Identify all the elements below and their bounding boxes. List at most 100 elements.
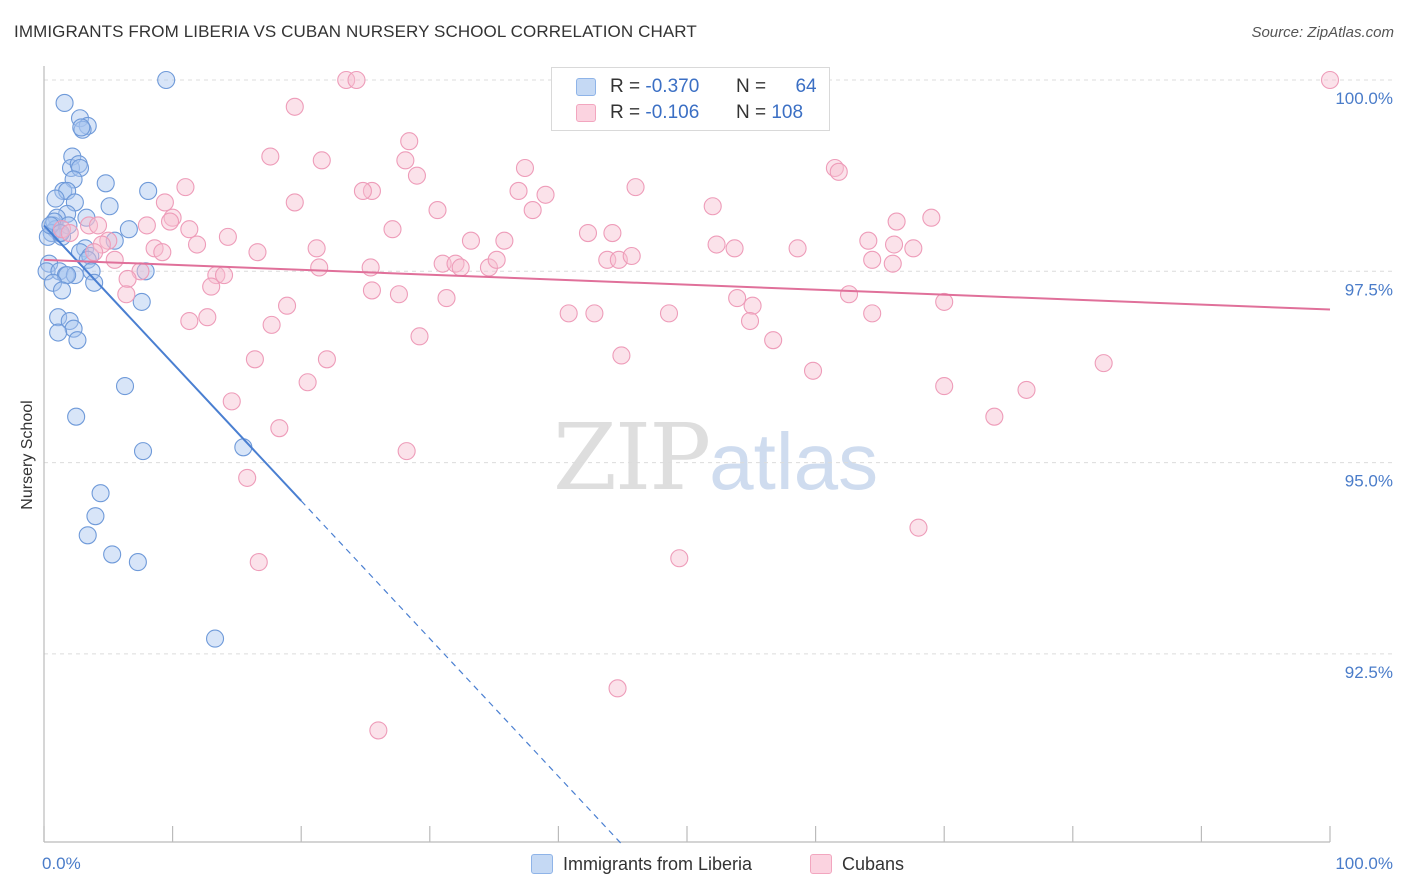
point-cubans-34	[578, 223, 598, 243]
legend-swatch-liberia	[576, 78, 596, 96]
point-cubans-97	[222, 392, 241, 411]
series-cubans-points	[52, 70, 1340, 740]
point-cubans-94	[298, 373, 317, 392]
point-cubans-51	[153, 243, 172, 262]
bottom-legend-liberia[interactable]: Immigrants from Liberia	[531, 851, 752, 877]
y-tick-label-1: 95.0%	[1345, 472, 1393, 491]
legend-r-label: R =	[610, 102, 641, 123]
point-liberia-54	[91, 484, 110, 503]
point-cubans-25	[887, 212, 906, 231]
point-cubans-10	[829, 162, 848, 181]
axes	[43, 66, 1331, 843]
zipatlas-watermark: ZIPatlas	[553, 404, 878, 511]
legend-swatch-cubans	[576, 104, 596, 122]
point-liberia-51	[67, 407, 86, 426]
legend-n-label: N =	[735, 76, 767, 97]
point-cubans-24	[160, 212, 180, 231]
point-cubans-93	[803, 361, 823, 380]
point-cubans-39	[461, 231, 481, 250]
point-cubans-47	[725, 239, 744, 258]
point-cubans-72	[362, 281, 381, 300]
legend-n-label: N =	[735, 102, 767, 123]
point-cubans-16	[626, 178, 645, 197]
legend-n-value: 64	[795, 76, 817, 97]
point-cubans-45	[307, 239, 326, 258]
x-tick-label-0: 0.0%	[42, 854, 81, 873]
point-cubans-21	[523, 201, 542, 220]
point-cubans-22	[703, 197, 722, 216]
point-liberia-11	[96, 174, 115, 193]
point-cubans-11	[407, 166, 426, 185]
point-cubans-84	[180, 311, 199, 331]
point-cubans-107	[451, 258, 470, 277]
point-cubans-68	[118, 269, 137, 289]
bottom-legend-swatch-cubans	[810, 854, 832, 874]
point-cubans-50	[884, 235, 904, 254]
legend-n-value: 108	[771, 102, 804, 123]
point-cubans-77	[839, 285, 859, 304]
bottom-legend-swatch-liberia	[531, 854, 553, 874]
point-liberia-9	[70, 158, 90, 178]
point-cubans-4	[400, 132, 419, 151]
point-liberia-50	[115, 377, 135, 396]
point-cubans-17	[536, 185, 555, 204]
bottom-legend-label-liberia: Immigrants from Liberia	[563, 853, 753, 874]
point-cubans-8	[515, 158, 535, 178]
point-cubans-104	[249, 553, 268, 572]
point-cubans-63	[863, 250, 882, 269]
trend-line-liberia-extension	[300, 500, 624, 846]
point-cubans-59	[487, 250, 506, 269]
point-cubans-41	[859, 231, 878, 250]
point-liberia-57	[103, 545, 122, 564]
point-cubans-85	[262, 315, 281, 334]
point-cubans-80	[585, 304, 604, 323]
point-cubans-91	[317, 350, 336, 369]
point-cubans-20	[428, 201, 447, 220]
point-cubans-35	[603, 223, 622, 243]
legend-r-value: -0.106	[645, 102, 700, 123]
point-liberia-1	[55, 93, 74, 113]
point-liberia-48	[49, 323, 68, 342]
point-cubans-102	[909, 518, 928, 537]
point-cubans-73	[278, 296, 297, 315]
point-cubans-14	[353, 181, 372, 201]
point-cubans-2	[1320, 70, 1340, 90]
point-liberia-43	[52, 281, 72, 300]
point-liberia-55	[86, 507, 105, 526]
point-cubans-5	[261, 147, 280, 166]
point-cubans-7	[396, 151, 415, 170]
point-cubans-36	[218, 227, 237, 246]
trend-line-cubans	[43, 258, 1331, 311]
point-cubans-48	[788, 239, 807, 258]
point-cubans-3	[285, 97, 304, 116]
point-cubans-88	[764, 331, 783, 350]
point-liberia-12	[54, 181, 73, 201]
point-liberia-44	[132, 292, 151, 311]
point-cubans-103	[670, 549, 689, 568]
legend-r-value: -0.370	[645, 76, 700, 97]
grid-lines	[44, 79, 1392, 655]
point-liberia-5	[72, 118, 91, 137]
point-liberia-39	[65, 266, 84, 285]
point-cubans-27	[383, 220, 402, 239]
point-cubans-76	[743, 296, 762, 315]
point-cubans-90	[245, 350, 264, 369]
point-cubans-81	[659, 304, 679, 323]
bottom-legend-cubans[interactable]: Cubans	[810, 851, 904, 877]
point-cubans-106	[369, 721, 388, 740]
point-cubans-15	[509, 181, 528, 201]
point-cubans-79	[559, 304, 578, 323]
point-liberia-17	[100, 197, 119, 216]
point-liberia-41	[85, 273, 104, 292]
point-cubans-64	[883, 254, 902, 273]
point-cubans-75	[728, 289, 747, 308]
point-cubans-86	[863, 304, 882, 323]
point-cubans-92	[1094, 354, 1113, 373]
point-liberia-47	[64, 319, 83, 338]
point-cubans-78	[935, 292, 954, 311]
point-cubans-58	[479, 258, 499, 277]
point-cubans-95	[1017, 380, 1036, 399]
point-cubans-96	[935, 377, 954, 396]
point-cubans-98	[985, 407, 1004, 426]
point-cubans-12	[176, 178, 195, 197]
